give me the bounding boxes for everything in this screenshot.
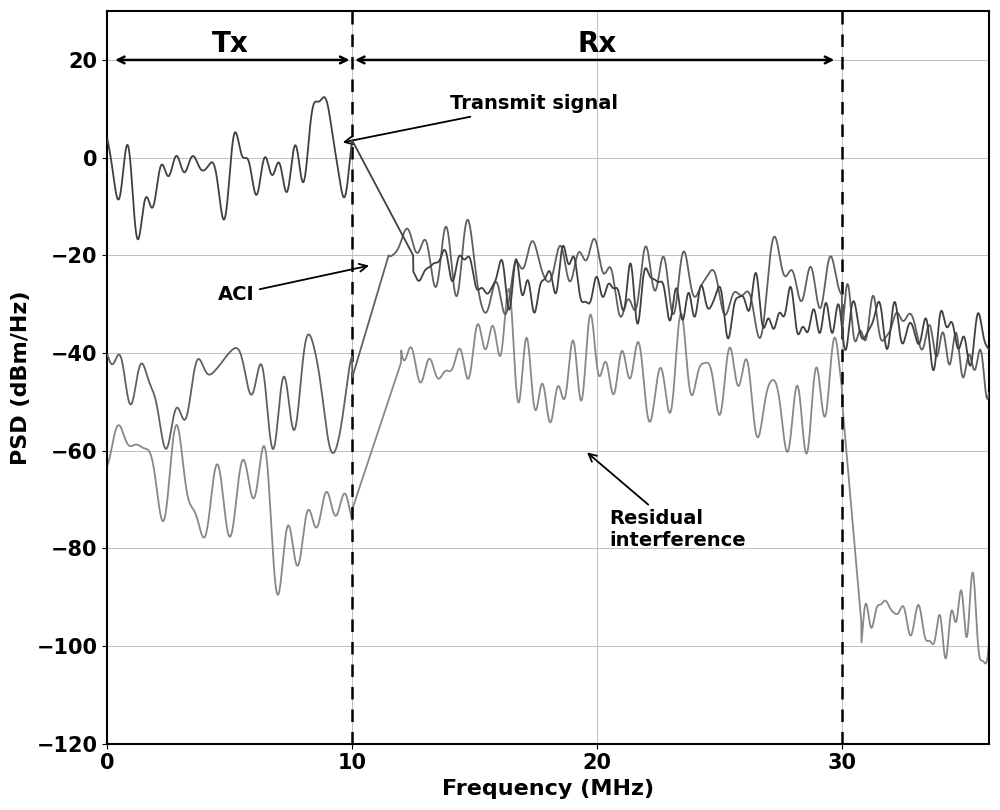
Text: ACI: ACI bbox=[218, 264, 367, 304]
Y-axis label: PSD (dBm/Hz): PSD (dBm/Hz) bbox=[11, 290, 31, 465]
Text: Rx: Rx bbox=[577, 29, 617, 58]
X-axis label: Frequency (MHz): Frequency (MHz) bbox=[442, 779, 654, 799]
Text: Residual
interference: Residual interference bbox=[589, 454, 746, 550]
Text: Transmit signal: Transmit signal bbox=[345, 95, 618, 144]
Text: Tx: Tx bbox=[211, 29, 248, 58]
